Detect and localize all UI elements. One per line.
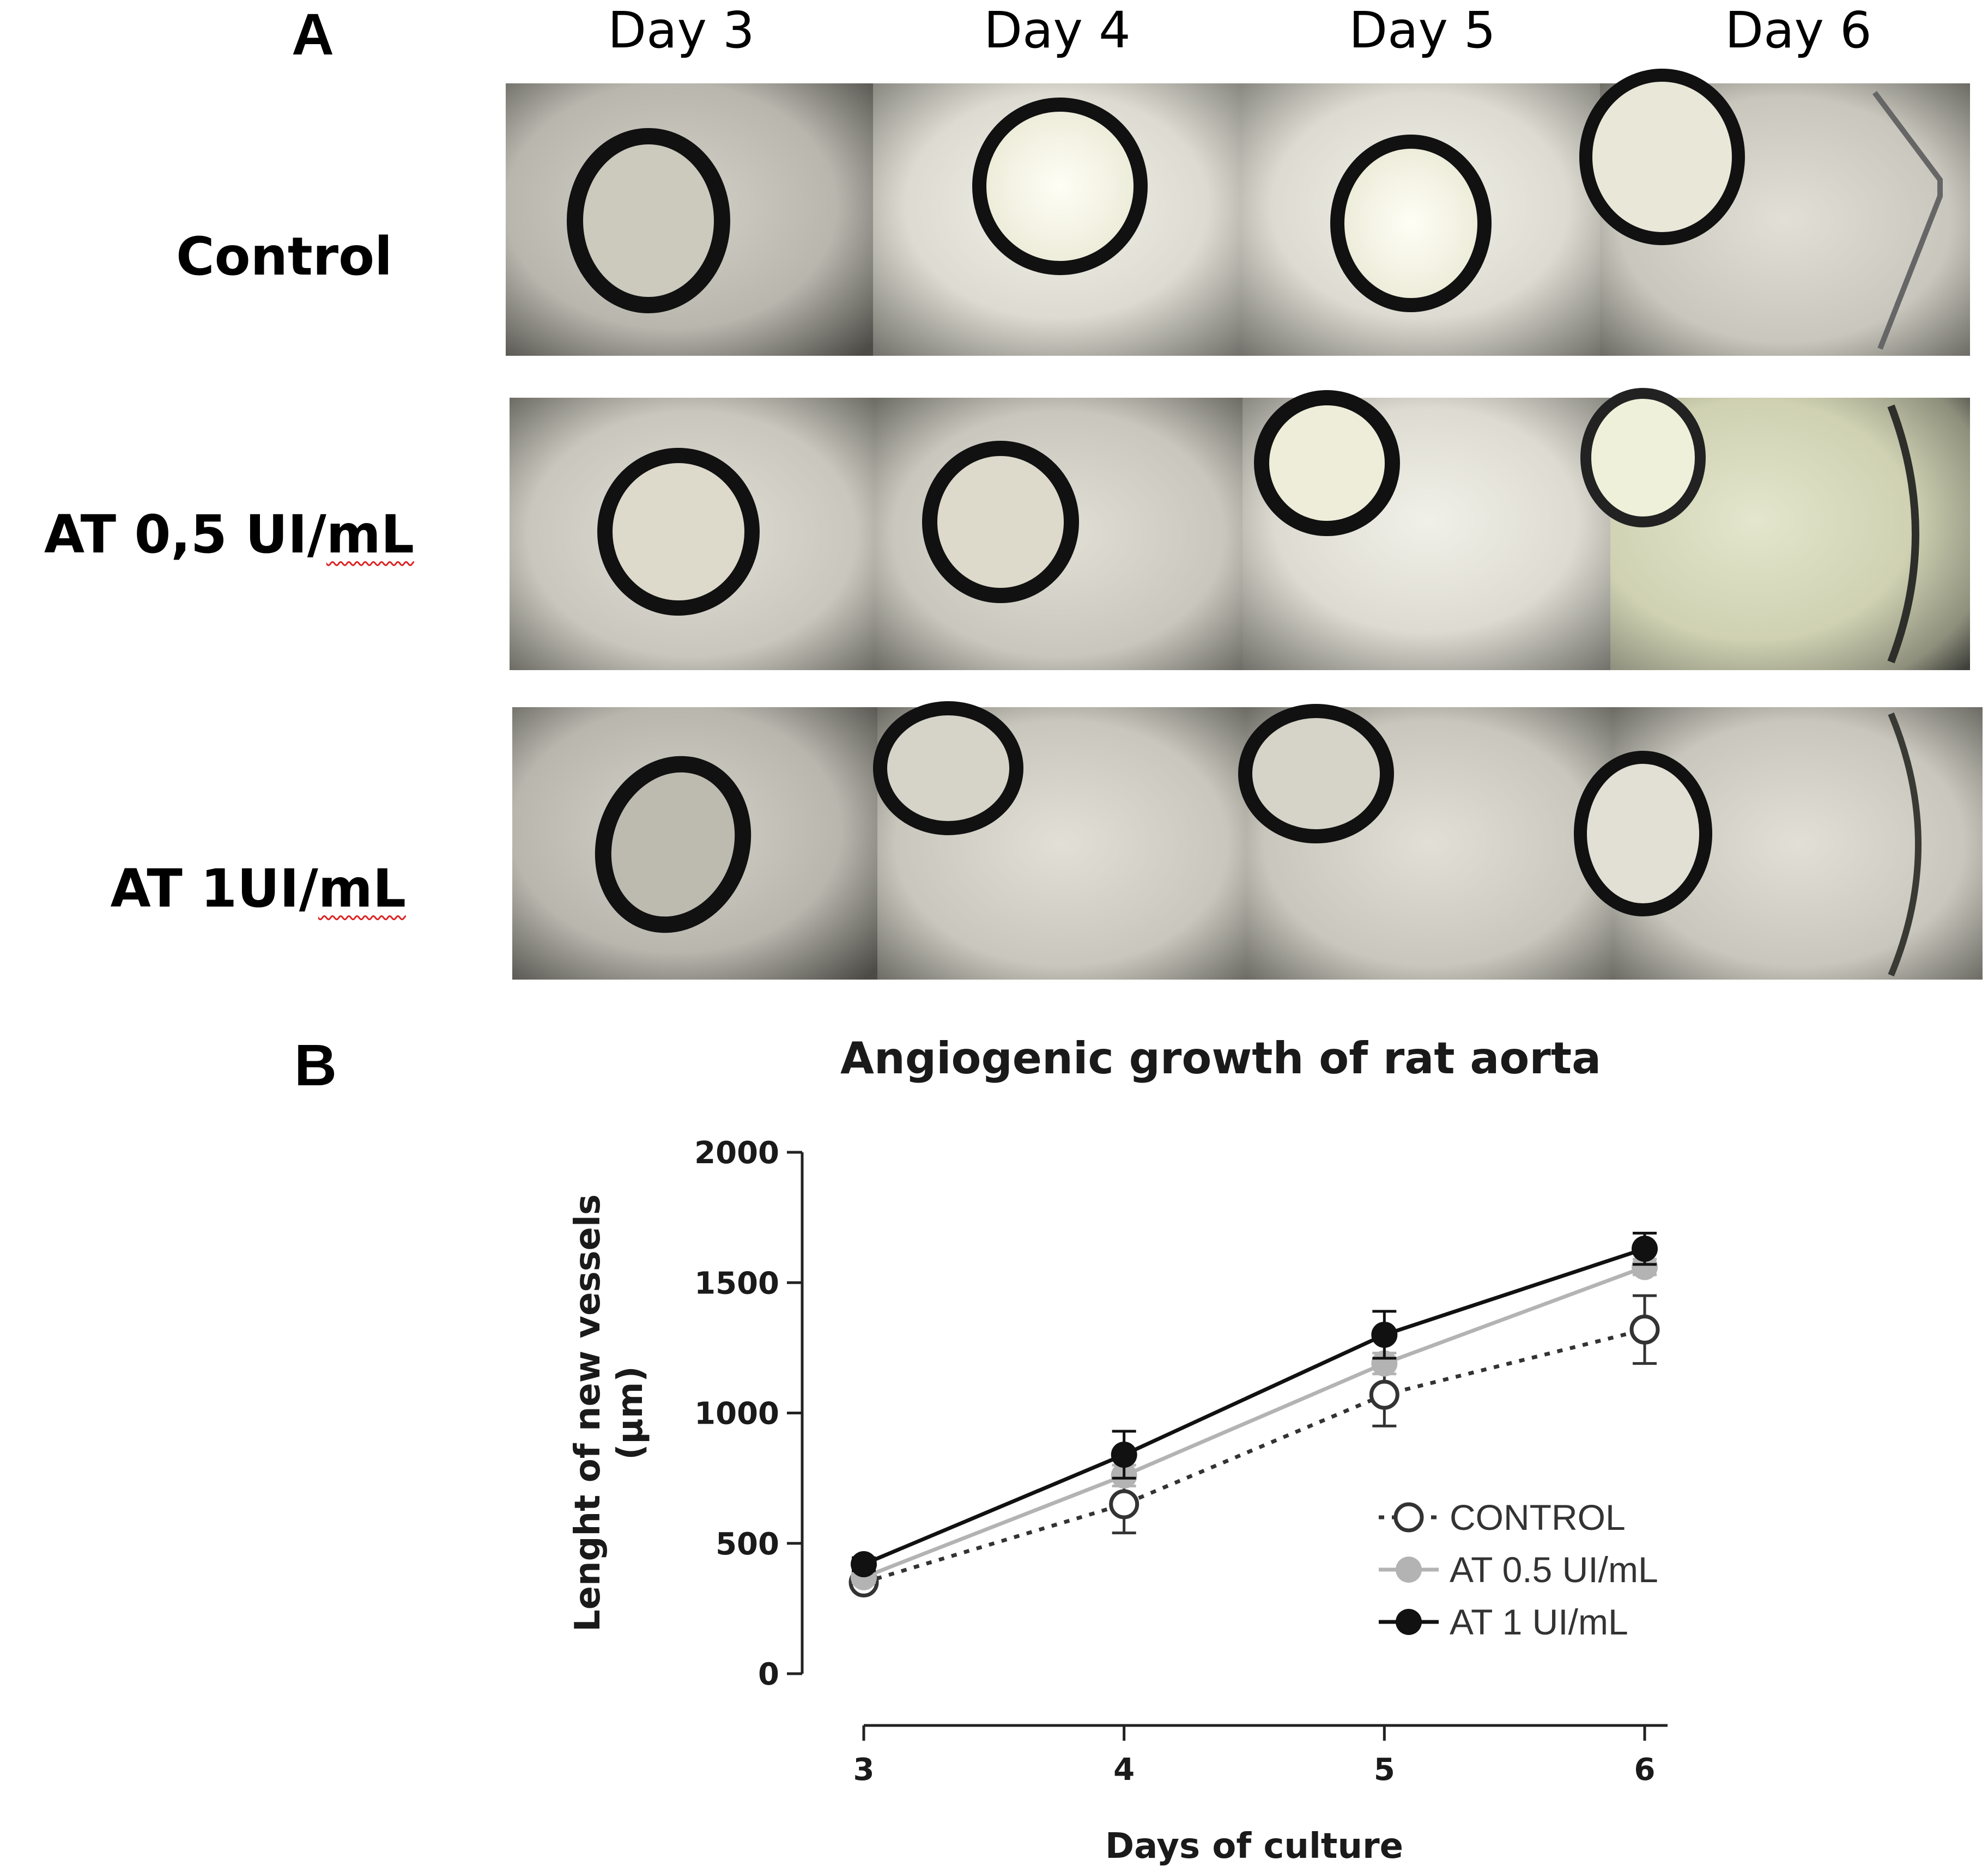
y-tick-label: 2000: [694, 1135, 779, 1171]
micrograph-at05-day-4: [875, 398, 1242, 670]
micrograph-at1-day-3: [512, 707, 877, 980]
x-tick-label: 3: [853, 1752, 875, 1788]
micrograph-grid: [506, 69, 1983, 980]
micrograph-at1-day-6: [1574, 707, 1983, 980]
column-label-day-6: Day 6: [1725, 1, 1872, 59]
micrograph-control-day-3: [506, 83, 873, 356]
chart-axes: 0 500 1000 1500 2000 3 4 5 6 Days of culture Lengh…: [568, 1135, 1668, 1867]
micrograph-control-day-5: [1240, 83, 1600, 356]
micrograph-at05-day-6: [1580, 388, 1970, 670]
y-tick-label: 1000: [694, 1396, 779, 1432]
series-line: [863, 1247, 1646, 1566]
series-line: [863, 1327, 1645, 1584]
y-tick-label: 1500: [694, 1266, 779, 1301]
series-line: [863, 1265, 1646, 1579]
data-point: [1632, 1254, 1658, 1280]
y-tick-label: 0: [758, 1657, 779, 1692]
series-2: [851, 1231, 1658, 1578]
x-axis-title: Days of culture: [1105, 1826, 1403, 1867]
micrograph-control-day-6: [1579, 69, 1970, 356]
y-tick-label: 500: [716, 1527, 779, 1562]
row-label-at-0-5-unit: mL: [326, 504, 414, 565]
x-tick-label: 4: [1113, 1752, 1135, 1788]
legend-marker: [1396, 1609, 1422, 1635]
row-label-control-text: Control: [176, 226, 392, 287]
data-point: [1371, 1321, 1398, 1348]
data-point: [851, 1551, 877, 1578]
data-point: [1111, 1442, 1137, 1468]
row-label-at-0-5-text: AT 0,5 UI/: [44, 504, 326, 565]
line-chart: Angiogenic growth of rat aorta 0 500 1000 1…: [568, 1033, 1668, 1867]
micrograph-at05-day-3: [510, 398, 875, 670]
column-label-day-5: Day 5: [1349, 1, 1496, 59]
legend-label: AT 1 UI/mL: [1450, 1602, 1628, 1642]
chart-series-group: [848, 1231, 1660, 1598]
row-label-at-0-5: AT 0,5 UI/mL: [0, 504, 414, 565]
data-point: [1109, 1489, 1140, 1520]
x-tick-label: 5: [1374, 1752, 1395, 1788]
data-point: [1629, 1314, 1660, 1345]
data-point: [1632, 1236, 1658, 1262]
y-axis-title-line: Lenght of new vessels: [568, 1194, 608, 1632]
micrograph-at05-day-5: [1242, 390, 1610, 670]
micrograph-at1-day-4: [873, 701, 1246, 980]
y-axis-title-line: (µm): [610, 1366, 651, 1460]
legend-label: CONTROL: [1450, 1497, 1626, 1537]
micrograph-at1-day-5: [1238, 704, 1613, 980]
row-label-at-1: AT 1UI/mL: [0, 858, 406, 919]
data-point: [1369, 1379, 1399, 1410]
row-label-control: Control: [0, 226, 392, 287]
legend-marker: [1396, 1557, 1422, 1583]
chart-legend: CONTROL AT 0.5 UI/mL AT 1 UI/mL: [1379, 1497, 1658, 1642]
row-label-at-1-text: AT 1UI/: [110, 858, 318, 919]
column-label-day-4: Day 4: [984, 1, 1131, 59]
legend-marker: [1393, 1502, 1424, 1533]
panel-b-letter: B: [294, 1032, 337, 1098]
legend-label: AT 0.5 UI/mL: [1450, 1549, 1658, 1590]
row-label-at-1-unit: mL: [318, 858, 406, 919]
column-label-day-3: Day 3: [608, 1, 755, 59]
chart-title: Angiogenic growth of rat aorta: [840, 1033, 1601, 1084]
x-tick-label: 6: [1634, 1752, 1656, 1788]
series-1: [851, 1254, 1658, 1590]
panel-a-letter: A: [292, 1, 334, 67]
micrograph-control-day-4: [873, 83, 1240, 356]
